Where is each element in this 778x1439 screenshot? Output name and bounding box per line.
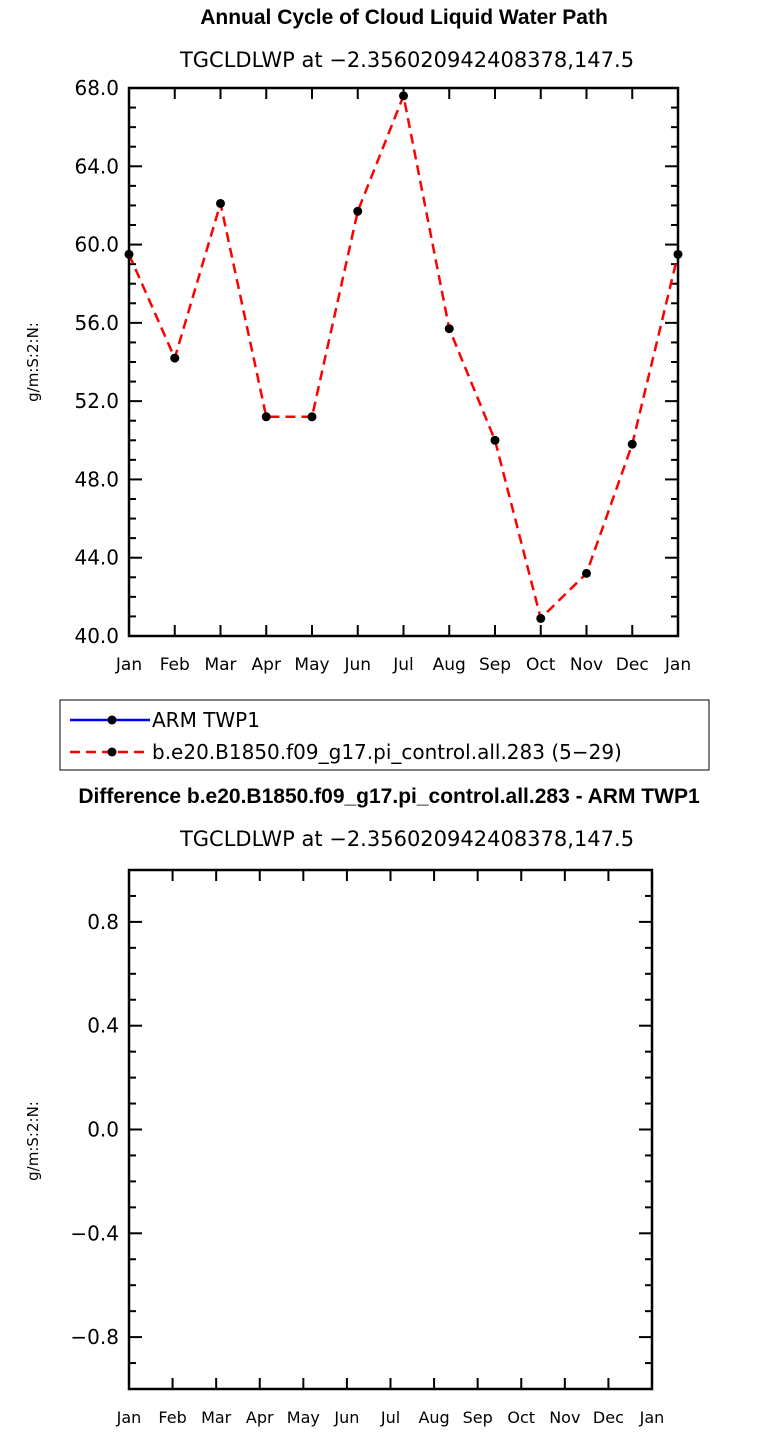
- chart1-xtick-label: Mar: [204, 655, 236, 675]
- chart2-xtick-label: Dec: [593, 1408, 624, 1427]
- chart1-xtick-label: Nov: [570, 655, 603, 675]
- chart2-ytick-label: 0.4: [87, 1014, 119, 1038]
- chart2-xtick-label: Jul: [380, 1408, 400, 1427]
- chart1-data-point: [353, 206, 363, 216]
- chart1-xtick-label: Sep: [479, 655, 511, 675]
- chart1-plot-frame: [127, 86, 680, 638]
- chart2-ytick-label: 0.0: [87, 1118, 119, 1142]
- chart1-xtick-label: Apr: [252, 655, 281, 675]
- legend-label-arm: ARM TWP1: [152, 708, 260, 732]
- chart2-xtick-label: Jan: [639, 1408, 665, 1427]
- legend-marker-model: [107, 747, 117, 757]
- chart1-title: Annual Cycle of Cloud Liquid Water Path: [200, 6, 608, 29]
- chart1-marks: [124, 91, 683, 623]
- legend-box: [59, 699, 710, 771]
- chart1-data-point: [261, 412, 271, 422]
- chart1-data-point: [627, 439, 637, 449]
- chart1-data-point: [582, 568, 591, 578]
- chart1-data-point: [170, 353, 180, 363]
- chart1-xtick-label: Oct: [526, 655, 556, 675]
- chart1-ytick-label: 48.0: [74, 467, 119, 491]
- chart2-xtick-label: Feb: [158, 1408, 186, 1427]
- chart1-xtick-label: Jun: [343, 655, 371, 675]
- chart1-data-point: [673, 249, 683, 259]
- chart2-ytick-label: −0.8: [70, 1325, 119, 1349]
- chart1-ytick-label: 56.0: [74, 311, 119, 335]
- chart2-plot-frame: [127, 868, 654, 1391]
- chart2-xtick-label: Mar: [201, 1408, 232, 1427]
- chart2-title: Difference b.e20.B1850.f09_g17.pi_contro…: [78, 785, 700, 808]
- chart2-xtick-label: Jan: [116, 1408, 142, 1427]
- chart1-data-point: [536, 613, 546, 623]
- chart2-xtick-label: Aug: [418, 1408, 449, 1427]
- chart2-xtick-label: May: [287, 1408, 320, 1427]
- chart1-data-point: [124, 249, 134, 259]
- chart1-xtick-label: May: [294, 655, 329, 675]
- chart1-ylabel: g/m:S:2:N:: [24, 322, 42, 402]
- chart1-ytick-label: 52.0: [74, 389, 119, 413]
- chart1-data-point: [490, 435, 500, 445]
- chart1-series-line-1: [127, 91, 680, 621]
- chart2-ytick-label: −0.4: [70, 1221, 119, 1245]
- chart2-ytick-label: 0.8: [87, 910, 119, 934]
- chart2-subtitle: TGCLDLWP at −2.356020942408378,147.5: [179, 827, 634, 851]
- chart1-xtick-label: Aug: [433, 655, 466, 675]
- chart1-xtick-label: Feb: [160, 655, 190, 675]
- chart1-ytick-label: 68.0: [74, 76, 119, 100]
- chart1-subtitle: TGCLDLWP at −2.356020942408378,147.5: [179, 48, 634, 72]
- chart1-ytick-label: 40.0: [74, 624, 119, 648]
- chart1-xtick-label: Jul: [392, 655, 414, 675]
- chart1-xtick-label: Jan: [115, 655, 142, 675]
- chart2-xtick-label: Sep: [463, 1408, 493, 1427]
- chart1-data-point: [444, 324, 454, 334]
- chart1-data-point: [307, 412, 317, 422]
- chart2-xtick-label: Apr: [246, 1408, 274, 1427]
- chart2-xtick-label: Jun: [333, 1408, 359, 1427]
- chart1-data-point: [216, 198, 225, 208]
- chart1-ytick-label: 64.0: [74, 154, 119, 178]
- chart1-legend: ARM TWP1 b.e20.B1850.f09_g17.pi_control.…: [59, 699, 710, 771]
- chart1-xtick-label: Jan: [664, 655, 691, 675]
- chart2-xtick-label: Nov: [549, 1408, 580, 1427]
- chart1-ytick-label: 60.0: [74, 233, 119, 257]
- chart1-xtick-label: Dec: [616, 655, 649, 675]
- chart1-data-point: [399, 91, 408, 101]
- chart2-xtick-label: Oct: [507, 1408, 535, 1427]
- chart2-ylabel: g/m:S:2:N:: [24, 1101, 42, 1181]
- chart1-axes: Jan Feb Mar Apr May Jun Jul Aug Sep Oct Nov Dec Jan 4…: [74, 76, 691, 675]
- legend-marker-arm: [107, 715, 117, 725]
- chart1-ytick-label: 44.0: [74, 546, 119, 570]
- chart2-axes: Jan Feb Mar Apr May Jun Jul Aug Sep Oct Nov Dec Jan −…: [70, 868, 665, 1427]
- legend-label-model: b.e20.B1850.f09_g17.pi_control.all.283 (…: [152, 740, 622, 764]
